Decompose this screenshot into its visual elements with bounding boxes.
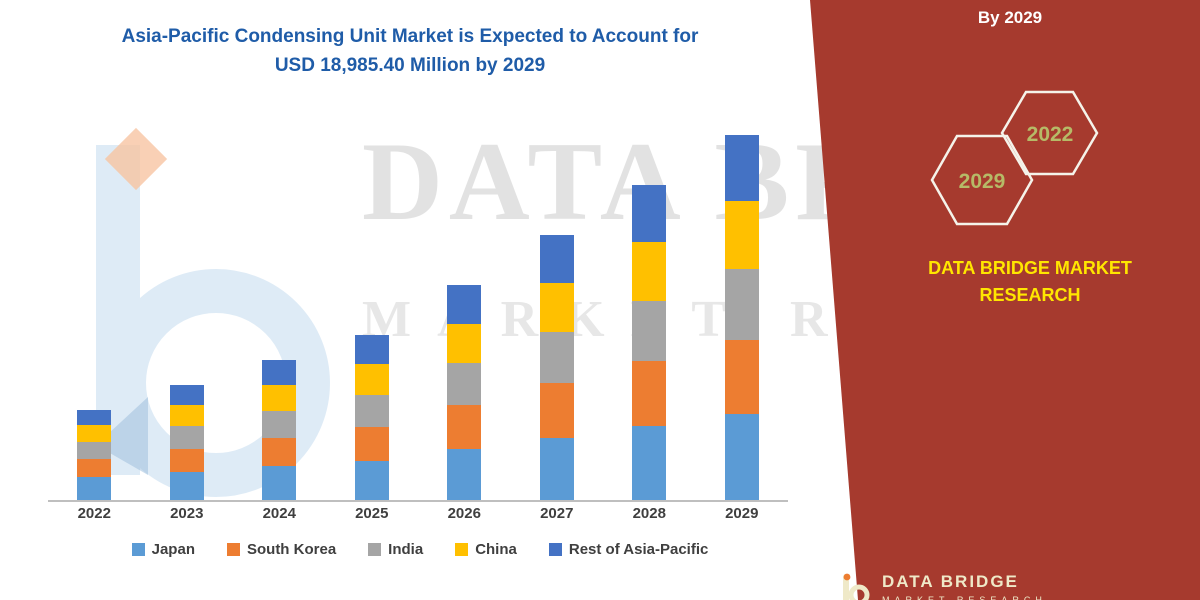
bar-segment-india-2024 — [262, 410, 297, 438]
legend-item-japan: Japan — [131, 541, 195, 558]
bar-segment-south-korea-2025 — [354, 426, 389, 461]
bar-segment-south-korea-2022 — [77, 459, 112, 478]
brand-name: DATA BRIDGE MARKET RESEARCH — [870, 255, 1190, 309]
bar-segment-india-2023 — [169, 426, 204, 449]
bar-2026 — [447, 284, 482, 500]
bar-segment-south-korea-2028 — [632, 361, 667, 426]
bar-segment-india-2028 — [632, 300, 667, 362]
stacked-bar-plot — [48, 128, 788, 502]
bar-segment-japan-2028 — [632, 426, 667, 500]
forecast-year-label: By 2029 — [977, 8, 1043, 27]
bar-2024 — [262, 359, 297, 500]
x-axis-label-2027: 2027 — [540, 505, 574, 522]
x-axis-label-2029: 2029 — [725, 505, 759, 522]
year-hexagons: 2029 2022 — [930, 90, 1099, 226]
bar-segment-india-2029 — [724, 269, 759, 340]
bar-segment-japan-2023 — [169, 472, 204, 500]
bar-2023 — [169, 384, 204, 500]
bar-segment-rest-of-asia-pacific-2029 — [724, 134, 759, 202]
legend-swatch-japan — [131, 543, 145, 556]
bar-segment-japan-2024 — [262, 466, 297, 500]
hexagon-2029 — [930, 134, 1034, 226]
bar-segment-japan-2029 — [724, 414, 759, 500]
legend-label-japan: Japan — [151, 541, 195, 558]
bar-segment-china-2024 — [262, 384, 297, 411]
legend-swatch-india — [368, 543, 382, 556]
legend-item-south-korea: South Korea — [226, 541, 337, 558]
bar-segment-rest-of-asia-pacific-2024 — [262, 359, 297, 385]
bar-segment-south-korea-2026 — [447, 405, 482, 450]
chart-title-line1: Asia-Pacific Condensing Unit Market is E… — [121, 26, 699, 47]
x-axis-label-2028: 2028 — [632, 505, 666, 522]
hexagon-year-2029: 2029 — [959, 170, 1006, 193]
bar-2022 — [77, 409, 112, 500]
x-axis-label-2022: 2022 — [77, 505, 111, 522]
bar-segment-china-2029 — [724, 201, 759, 270]
bar-segment-china-2027 — [539, 282, 574, 332]
footer-brand-text: DATA BRIDGE — [882, 572, 1019, 591]
bar-segment-japan-2026 — [447, 449, 482, 500]
bar-segment-south-korea-2027 — [539, 383, 574, 438]
legend-swatch-rest-of-asia-pacific — [548, 543, 562, 556]
side-panel: By 2029 2029 2022 DATA BRIDGE MARKET RES… — [810, 0, 1200, 600]
bar-2025 — [354, 334, 389, 500]
x-axis-label-2025: 2025 — [355, 505, 389, 522]
bar-segment-japan-2025 — [354, 460, 389, 500]
x-axis-label-2026: 2026 — [447, 505, 481, 522]
bar-segment-rest-of-asia-pacific-2027 — [539, 234, 574, 283]
footer-logo-lockup: DATA BRIDGE MARKET RESEARCH — [840, 572, 1047, 600]
bar-segment-china-2022 — [77, 425, 112, 442]
legend-label-south-korea: South Korea — [246, 541, 337, 558]
x-axis-label-2024: 2024 — [262, 505, 296, 522]
hexagon-2022 — [1000, 90, 1099, 176]
bar-segment-india-2025 — [354, 394, 389, 427]
footer-sub-text: MARKET RESEARCH — [882, 595, 1047, 600]
legend-label-rest-of-asia-pacific: Rest of Asia-Pacific — [568, 541, 709, 558]
side-panel-background — [810, 0, 1200, 600]
bar-segment-china-2026 — [447, 323, 482, 364]
legend-item-china: China — [455, 541, 517, 558]
bar-segment-south-korea-2029 — [724, 339, 759, 415]
bar-segment-japan-2027 — [539, 437, 574, 500]
bar-2027 — [539, 234, 574, 500]
bar-segment-rest-of-asia-pacific-2025 — [354, 334, 389, 365]
bar-segment-rest-of-asia-pacific-2023 — [169, 384, 204, 406]
bar-segment-china-2028 — [632, 242, 667, 301]
bar-segment-rest-of-asia-pacific-2028 — [632, 184, 667, 243]
brand-line1: DATA BRIDGE MARKET — [928, 258, 1132, 278]
legend-label-china: China — [475, 541, 517, 558]
x-axis-labels: 2022 2023 2024 2025 2026 2027 2028 2029 — [48, 505, 788, 522]
databridge-footer-logo-icon — [843, 573, 870, 600]
bar-segment-south-korea-2024 — [262, 437, 297, 467]
bar-segment-india-2027 — [539, 331, 574, 384]
bar-segment-japan-2022 — [77, 477, 112, 500]
chart-title: Asia-Pacific Condensing Unit Market is E… — [60, 22, 760, 81]
bar-segment-china-2023 — [169, 405, 204, 427]
x-axis-label-2023: 2023 — [170, 505, 204, 522]
bar-segment-china-2025 — [354, 364, 389, 395]
legend-label-india: India — [388, 541, 424, 558]
legend-swatch-south-korea — [226, 543, 240, 556]
legend-item-rest-of-asia-pacific: Rest of Asia-Pacific — [548, 541, 709, 558]
brand-line2: RESEARCH — [979, 285, 1081, 305]
bar-segment-rest-of-asia-pacific-2026 — [447, 284, 482, 324]
legend-item-india: India — [368, 541, 423, 558]
bar-segment-india-2026 — [447, 363, 482, 406]
chart-legend: Japan South Korea India China Rest of Asia-P… — [40, 541, 800, 558]
bar-2029 — [724, 134, 759, 500]
bar-segment-south-korea-2023 — [169, 448, 204, 473]
bar-segment-rest-of-asia-pacific-2022 — [77, 409, 112, 426]
legend-swatch-china — [455, 543, 469, 556]
bar-2028 — [632, 184, 667, 500]
chart-title-line2: USD 18,985.40 Million by 2029 — [274, 55, 546, 77]
hexagon-year-2022: 2022 — [1027, 123, 1074, 146]
bar-segment-india-2022 — [77, 441, 112, 460]
